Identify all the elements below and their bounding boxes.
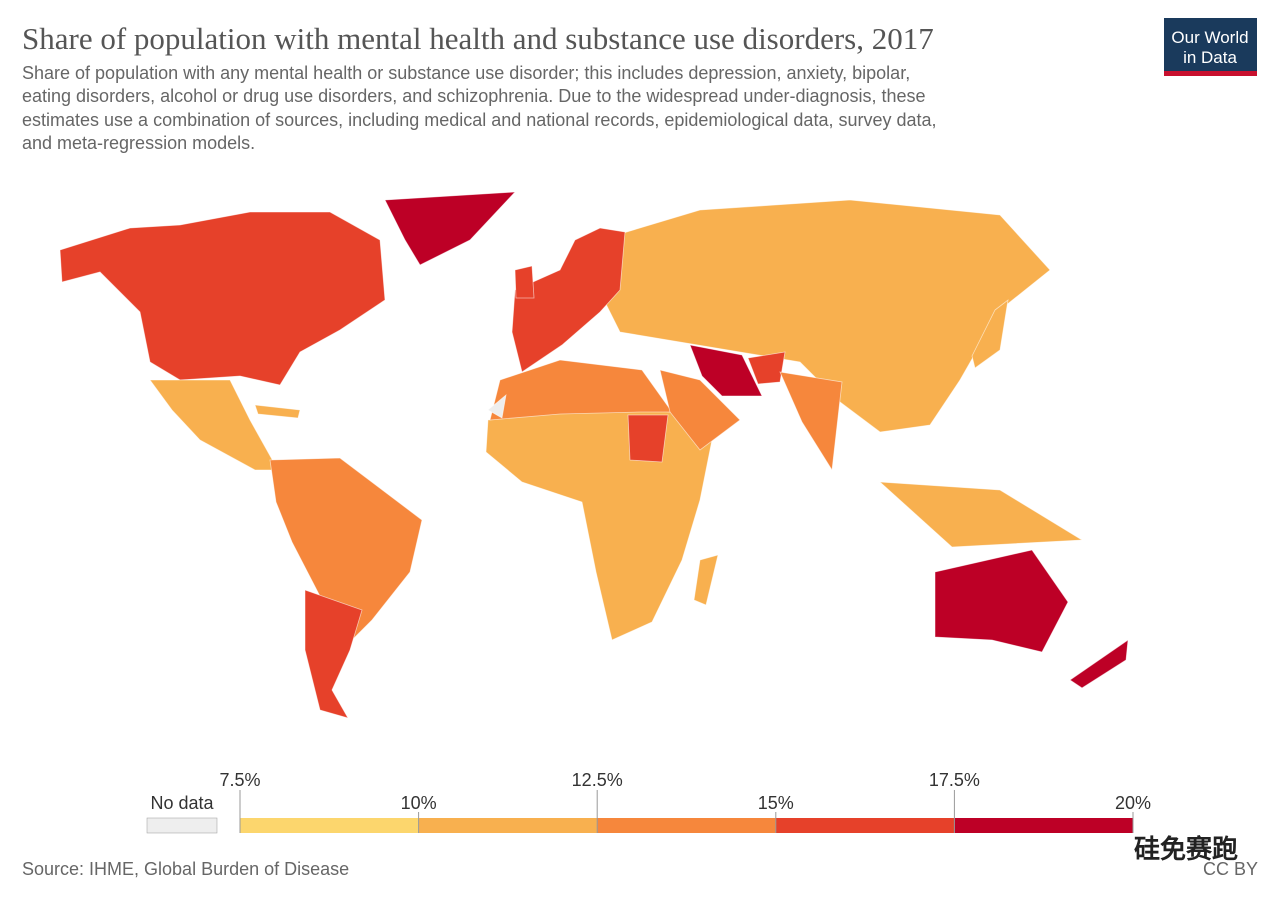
legend-tick-label: 7.5% — [219, 770, 260, 790]
legend-bin — [240, 818, 419, 833]
legend-bin — [597, 818, 776, 833]
logo-text: Our World — [1171, 28, 1248, 47]
legend-tick-label: 15% — [758, 793, 794, 813]
world-map — [59, 191, 1129, 719]
source: Source: IHME, Global Burden of Disease — [22, 859, 349, 879]
eastern-europe-asia — [599, 199, 1051, 433]
subtitle-line: Share of population with any mental heal… — [22, 63, 910, 83]
title: Share of population with mental health a… — [22, 21, 934, 56]
subtitle-line: and meta-regression models. — [22, 133, 255, 153]
no-data-swatch — [146, 817, 218, 834]
subtitle-line: estimates use a combination of sources, … — [22, 110, 937, 130]
legend-tick-label: 17.5% — [929, 770, 980, 790]
new-zealand — [1069, 639, 1129, 689]
australia — [934, 549, 1069, 653]
southeast-asia — [878, 481, 1084, 548]
north-africa — [489, 359, 673, 421]
greenland — [384, 191, 516, 266]
sudan — [627, 414, 669, 463]
japan — [971, 299, 1009, 369]
central-america — [149, 379, 279, 471]
legend-tick-label: 12.5% — [572, 770, 623, 790]
legend: No data 7.5% 10% 12.5% 15% 17.5% 20% — [146, 770, 1151, 834]
legend-bin — [775, 818, 955, 833]
logo-text: in Data — [1183, 48, 1237, 67]
iran — [689, 344, 763, 397]
india — [779, 371, 843, 472]
arabia — [659, 369, 741, 451]
legend-bin — [954, 818, 1133, 833]
no-data-label: No data — [150, 793, 214, 813]
north-america — [59, 211, 386, 386]
subtitle-line: eating disorders, alcohol or drug use di… — [22, 86, 926, 106]
africa — [485, 409, 713, 641]
afghanistan — [747, 351, 786, 385]
south-america-north — [269, 457, 423, 641]
south-america-south — [304, 589, 363, 719]
watermark: 硅免赛跑 — [1134, 834, 1238, 864]
license: CC BY — [1203, 859, 1258, 879]
madagascar — [693, 554, 719, 606]
legend-tick-label: 10% — [401, 793, 437, 813]
western-europe — [511, 227, 626, 373]
legend-bin — [418, 818, 598, 833]
legend-tick-label: 20% — [1115, 793, 1151, 813]
logo[interactable]: Our World in Data — [1164, 18, 1257, 76]
logo-box — [1164, 18, 1257, 76]
uk — [514, 265, 535, 299]
caribbean — [254, 404, 301, 419]
logo-stripe — [1164, 71, 1257, 76]
western-sahara — [487, 393, 507, 419]
